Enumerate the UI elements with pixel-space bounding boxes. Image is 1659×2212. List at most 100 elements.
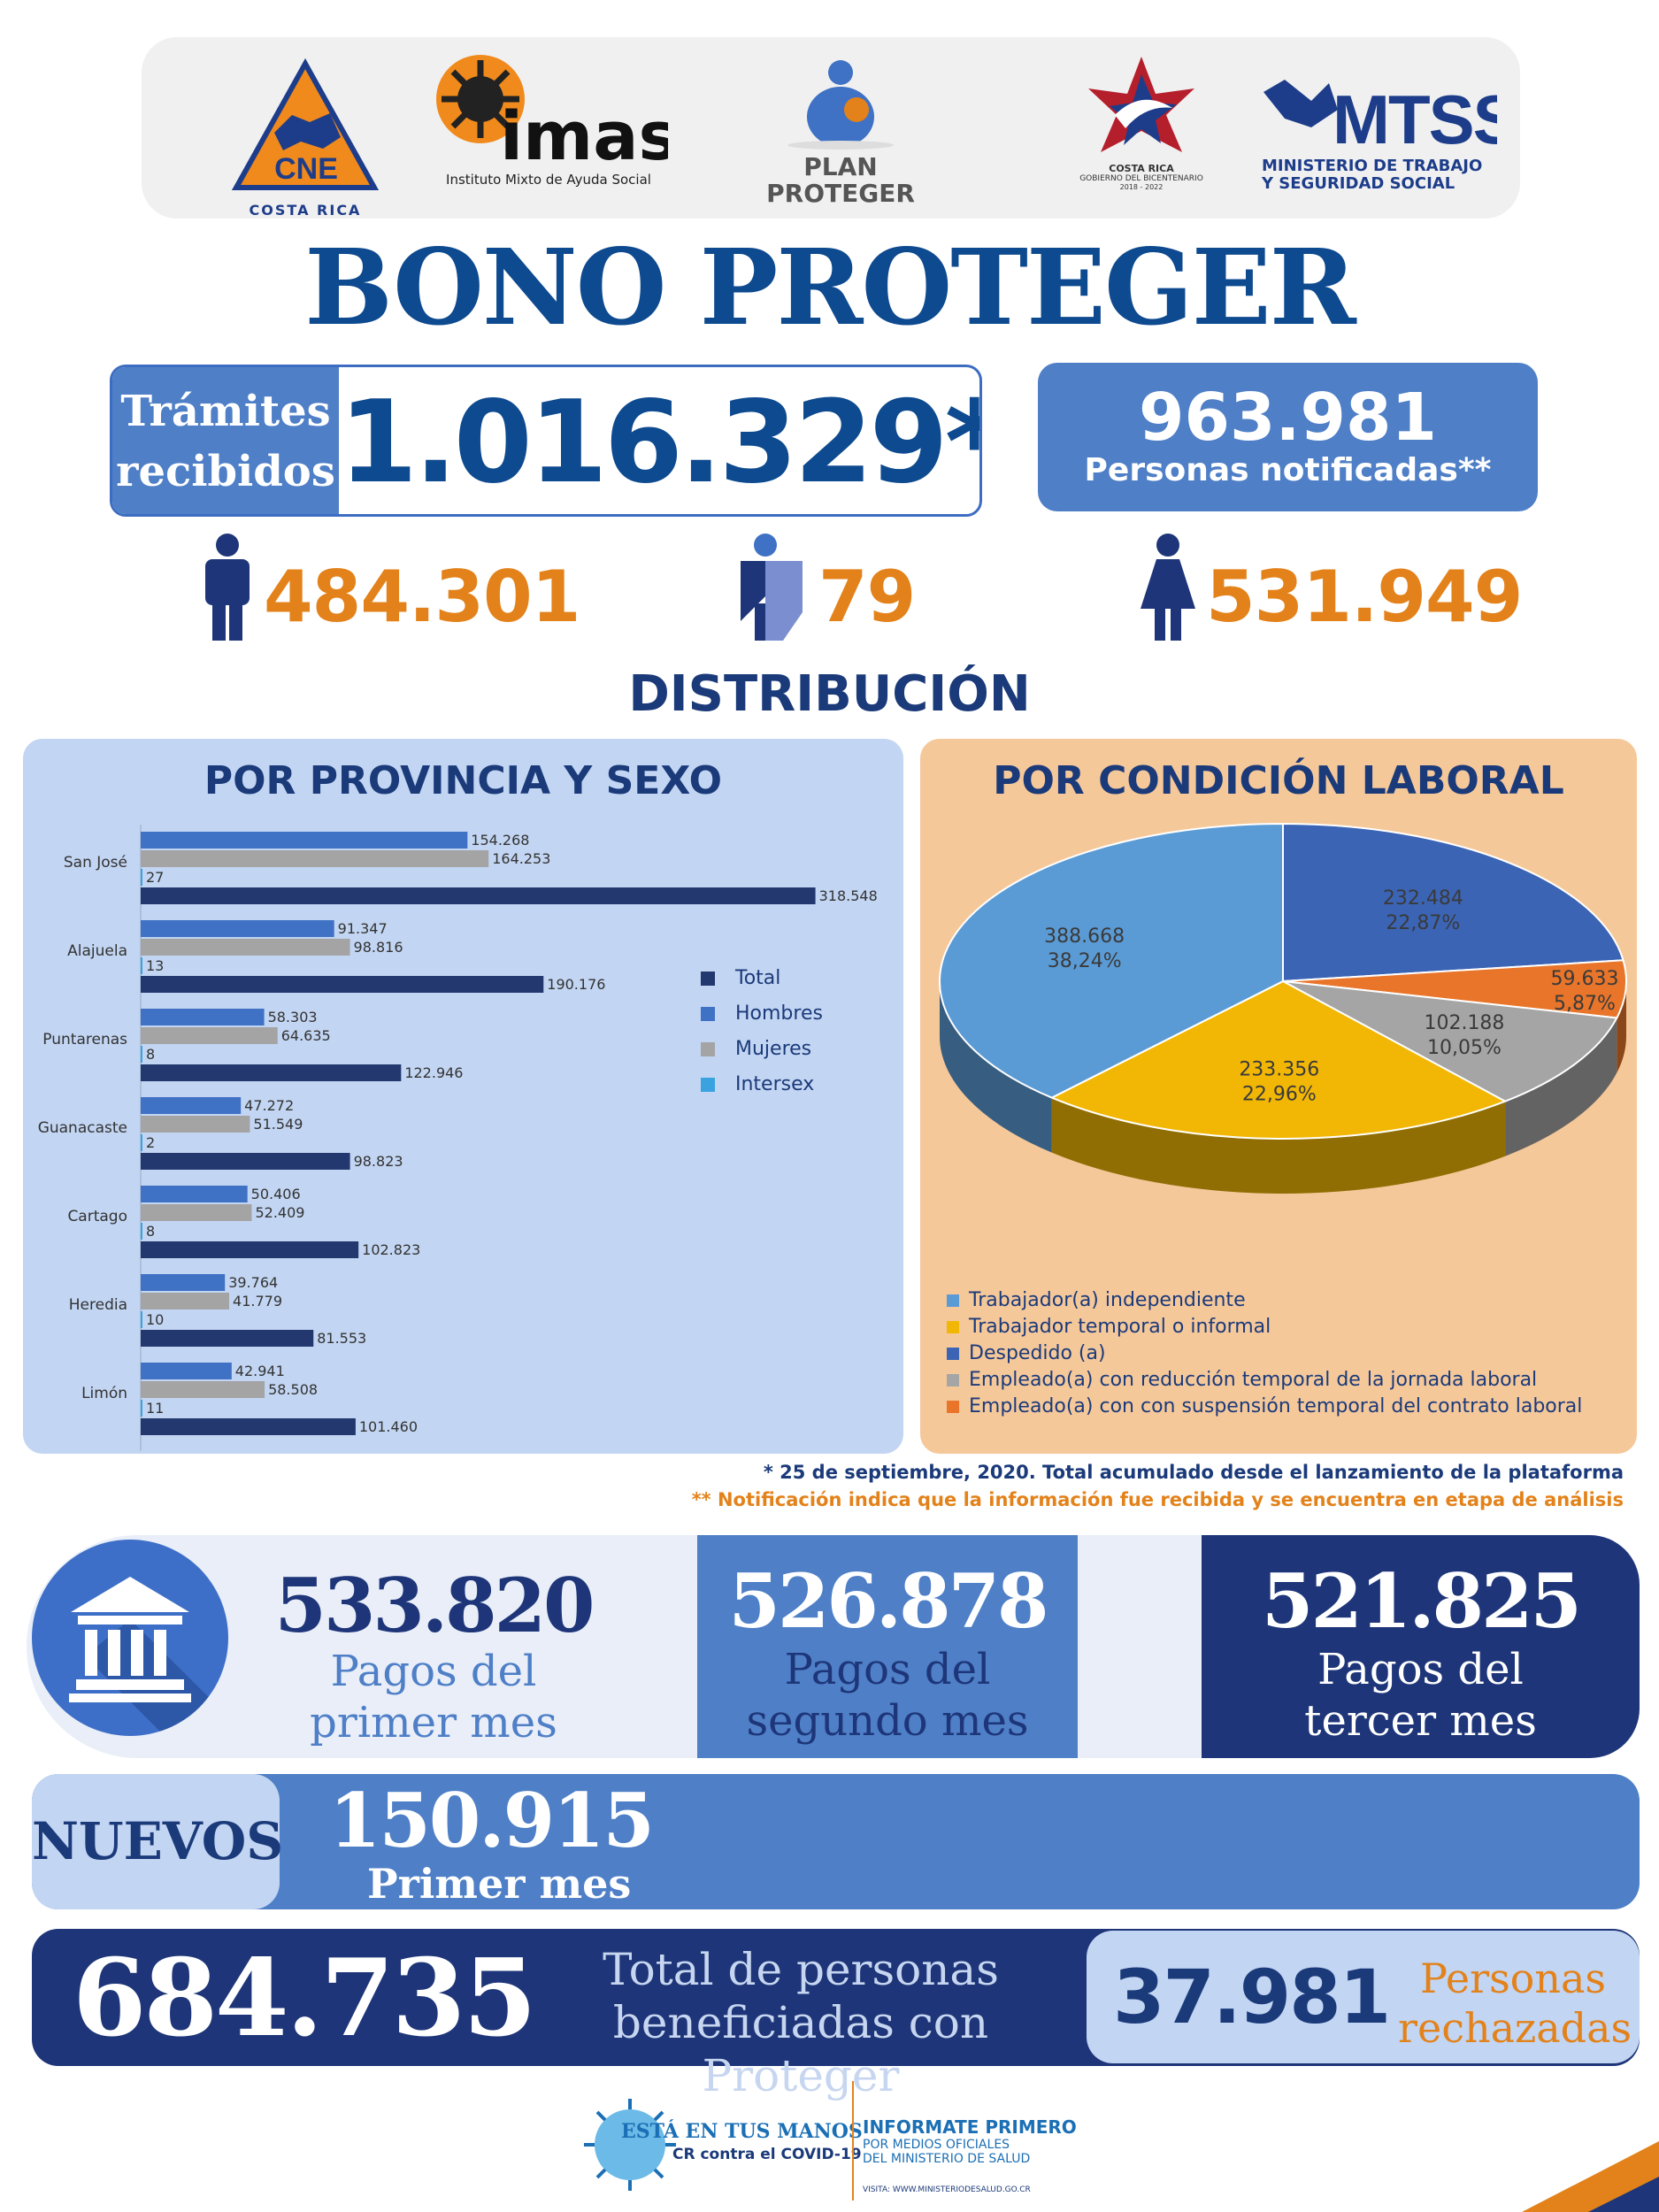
pie-legend-label: Empleado(a) con con suspensión temporal … <box>969 1395 1582 1417</box>
plan-line1: PLAN <box>803 152 878 181</box>
bar-value-label: 98.816 <box>354 939 403 956</box>
bar-legend-label: Mujeres <box>735 1038 811 1060</box>
bar-intersex <box>141 869 142 886</box>
pago-tercer-value: 521.825 <box>1262 1557 1582 1645</box>
mtss-logo: MTSS MINISTERIO DE TRABAJO Y SEGURIDAD S… <box>1258 74 1519 225</box>
condicion-panel: POR CONDICIÓN LABORAL 232.484 22,87% 59.63… <box>920 739 1637 1454</box>
pie-pct-label: 10,05% <box>1427 1037 1502 1059</box>
bar-value-label: 47.272 <box>244 1097 294 1114</box>
bar-hombres <box>141 1186 248 1202</box>
footer-divider <box>852 2081 854 2200</box>
provincia-panel: POR PROVINCIA Y SEXO San José 154.268 164.… <box>23 739 903 1454</box>
bar-value-label: 154.268 <box>471 832 529 849</box>
bar-hombres <box>141 1009 265 1025</box>
cne-acronym: CNE <box>274 152 338 186</box>
plan-line2: PROTEGER <box>766 179 915 208</box>
pago-primer-label: Pagos del primer mes <box>265 1646 602 1748</box>
bar-total <box>141 1153 350 1170</box>
corner-swoosh <box>1522 2141 1659 2212</box>
bar-value-label: 11 <box>146 1400 164 1417</box>
pie-slice <box>1282 822 1624 983</box>
hombres-count: 484.301 <box>264 556 580 638</box>
bar-value-label: 64.635 <box>281 1027 331 1044</box>
pago-tercer-card <box>1202 1535 1640 1758</box>
footer-info2: POR MEDIOS OFICIALES <box>863 2138 1010 2152</box>
tramites-label-line1: Trámites <box>120 387 331 436</box>
bar-hombres <box>141 920 334 937</box>
bar-value-label: 27 <box>146 869 164 886</box>
bar-value-label: 51.549 <box>253 1116 303 1133</box>
bar-mujeres <box>141 850 489 867</box>
pie-slice-side <box>1051 1097 1506 1194</box>
distribucion-title: DISTRIBUCIÓN <box>628 665 1031 723</box>
bar-category-label: Cartago <box>67 1208 127 1225</box>
bar-value-label: 2 <box>146 1134 155 1151</box>
bar-value-label: 102.823 <box>362 1241 420 1258</box>
bar-category-label: Puntarenas <box>42 1031 127 1048</box>
bar-value-label: 50.406 <box>251 1186 301 1202</box>
pie-legend-swatch <box>947 1321 959 1333</box>
bar-intersex <box>141 957 142 974</box>
notificadas-value: 963.981 <box>1138 380 1438 456</box>
bar-value-label: 8 <box>146 1046 155 1063</box>
footer-info1: INFORMATE PRIMERO <box>863 2116 1077 2138</box>
bank-icon-circle <box>32 1540 228 1736</box>
pie-legend-swatch <box>947 1348 959 1360</box>
mtss-line2: Y SEGURIDAD SOCIAL <box>1262 174 1455 193</box>
pie-slice-side <box>1617 981 1626 1073</box>
gobierno-line1: COSTA RICA <box>1109 163 1174 174</box>
nuevos-value: 150.915 <box>329 1777 655 1864</box>
bar-mujeres <box>141 1293 230 1310</box>
rechazadas-line2: rechazadas <box>1398 2004 1632 2052</box>
imas-caption: Instituto Mixto de Ayuda Social <box>446 172 651 188</box>
bar-total <box>141 1241 359 1258</box>
tramites-label-line2: recibidos <box>116 447 335 496</box>
bar-category-label: Limón <box>81 1385 127 1402</box>
pie-value-label: 232.484 <box>1383 887 1463 910</box>
pago-segundo-line2: segundo mes <box>746 1696 1029 1746</box>
bar-category-label: Alajuela <box>67 942 127 960</box>
bar-value-label: 42.941 <box>235 1363 285 1379</box>
footer-info3: DEL MINISTERIO DE SALUD <box>863 2152 1031 2166</box>
pie-pct-label: 22,96% <box>1242 1083 1317 1105</box>
bar-category-label: San José <box>64 854 127 872</box>
footer-line1: ESTÁ EN TUS MANOS <box>621 2120 863 2143</box>
pie-value-label: 388.668 <box>1044 926 1125 948</box>
pie-pct-label: 38,24% <box>1048 950 1122 972</box>
pie-legend-swatch <box>947 1294 959 1307</box>
pago-tercer-line1: Pagos del <box>1317 1645 1524 1694</box>
bar-value-label: 190.176 <box>547 976 605 993</box>
pie-legend-label: Trabajador(a) independiente <box>968 1289 1246 1311</box>
pie-legend-label: Trabajador temporal o informal <box>968 1316 1271 1338</box>
bar-value-label: 101.460 <box>359 1418 418 1435</box>
bar-hombres <box>141 1097 242 1114</box>
bar-mujeres <box>141 939 350 956</box>
bar-legend-swatch <box>701 1042 715 1056</box>
bar-intersex <box>141 1400 142 1417</box>
nuevos-tag: NUEVOS <box>32 1774 283 1909</box>
bar-intersex <box>141 1134 142 1151</box>
bar-legend-label: Total <box>734 967 780 989</box>
pie-value-label: 59.633 <box>1551 968 1619 990</box>
pie-slice-side <box>940 981 1052 1153</box>
mujeres-count: 531.949 <box>1206 556 1523 638</box>
gobierno-line3: 2018 - 2022 <box>1119 183 1164 191</box>
bar-hombres <box>141 1363 232 1379</box>
bar-legend-swatch <box>701 1078 715 1092</box>
bar-intersex <box>141 1311 142 1328</box>
tramites-value: 1.016.329* <box>339 377 982 509</box>
bar-value-label: 52.409 <box>255 1204 304 1221</box>
bar-category-label: Guanacaste <box>38 1119 127 1137</box>
bar-value-label: 58.303 <box>268 1009 318 1025</box>
bar-mujeres <box>141 1116 250 1133</box>
bar-value-label: 13 <box>146 957 164 974</box>
footnote-notificacion: ** Notificación indica que la informació… <box>691 1489 1624 1510</box>
mtss-line1: MINISTERIO DE TRABAJO <box>1262 157 1483 175</box>
bar-value-label: 10 <box>146 1311 164 1328</box>
intersex-count: 79 <box>818 556 916 638</box>
rechazadas-line1: Personas <box>1419 1955 1607 2002</box>
page-title: BONO PROTEGER <box>304 226 1356 349</box>
pie-slice <box>1049 979 1508 1140</box>
footer-line2: CR contra el COVID-19 <box>672 2146 862 2163</box>
